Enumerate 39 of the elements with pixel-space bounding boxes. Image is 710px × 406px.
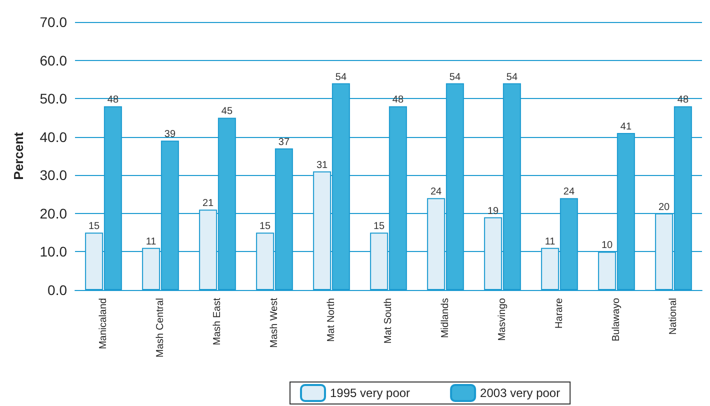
- data-label: 31: [316, 160, 328, 171]
- data-label: 54: [449, 72, 461, 83]
- y-tick-label: 50.0: [40, 90, 68, 107]
- data-label: 45: [221, 106, 233, 118]
- x-tick-label: Bulawayo: [611, 298, 622, 342]
- data-label: 15: [373, 221, 386, 232]
- data-label: 21: [202, 198, 214, 210]
- legend-label: 2003 very poor: [480, 386, 560, 400]
- x-tick-label: Mash East: [212, 298, 223, 346]
- y-tick-label: 0.0: [48, 282, 68, 298]
- data-label: 54: [335, 72, 347, 83]
- data-label: 10: [601, 240, 614, 252]
- x-tick-label: Mat South: [383, 298, 394, 344]
- x-tick-label: Mat North: [326, 298, 337, 342]
- x-tick-label: Mash West: [269, 298, 280, 348]
- y-tick-label: 20.0: [40, 205, 68, 222]
- data-label: 15: [259, 221, 272, 232]
- x-tick-label: Midlands: [440, 298, 451, 338]
- data-label: 24: [430, 186, 442, 198]
- x-tick-label: Harare: [554, 298, 565, 329]
- y-axis-title: Percent: [11, 131, 26, 180]
- data-label: 54: [506, 72, 518, 83]
- data-label: 20: [658, 202, 670, 213]
- data-label: 24: [563, 186, 575, 198]
- y-tick-label: 30.0: [40, 167, 68, 184]
- x-tick-label: Mash Central: [155, 298, 166, 358]
- data-label: 41: [620, 122, 632, 133]
- y-tick-label: 70.0: [40, 14, 68, 30]
- data-label: 11: [544, 236, 556, 248]
- y-tick-label: 40.0: [40, 128, 68, 145]
- x-tick-label: Masvingo: [497, 298, 508, 341]
- x-tick-label: Manicaland: [98, 298, 109, 350]
- data-label: 37: [278, 136, 290, 148]
- data-label: 11: [146, 236, 157, 248]
- legend-label: 1995 very poor: [330, 386, 410, 400]
- y-tick-label: 10.0: [40, 244, 68, 260]
- y-tick-label: 60.0: [40, 52, 68, 68]
- data-label: 15: [88, 221, 100, 232]
- x-tick-label: National: [668, 298, 679, 335]
